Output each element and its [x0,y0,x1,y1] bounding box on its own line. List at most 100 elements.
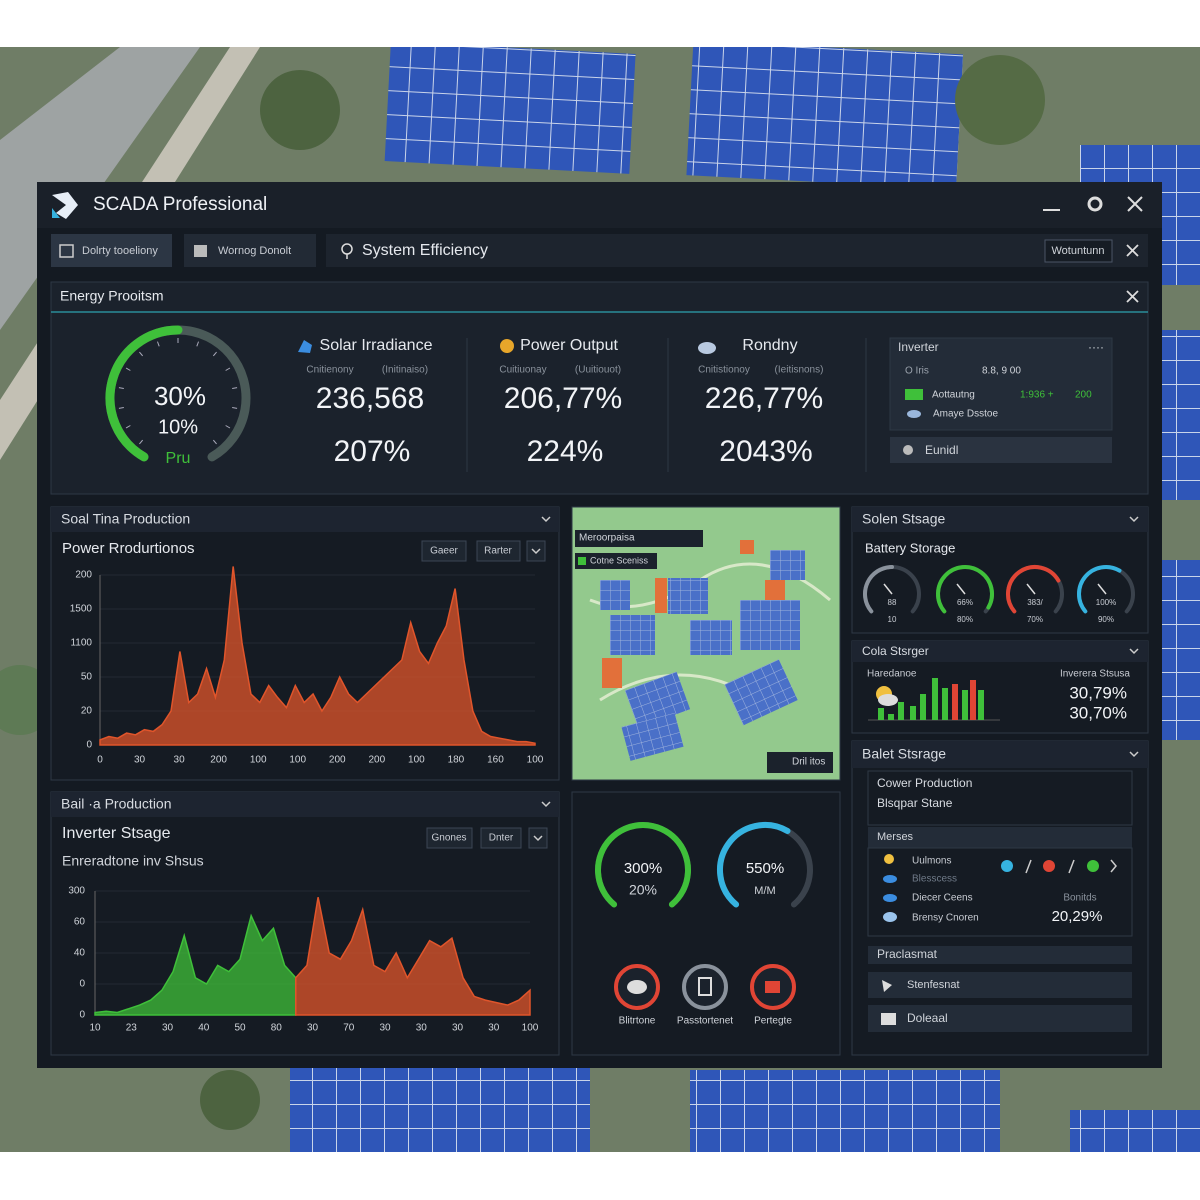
gauges-text: 70% [1027,615,1043,624]
box-text: Blsqpar Stane [877,796,953,810]
icons-text: Passtortenet [677,1016,733,1027]
gauges-text: 100% [1096,598,1116,607]
gauges-text: 383/ [1027,598,1043,607]
sub-text: Cuitiuonay [499,365,546,376]
gauge-fill [105,325,183,462]
menu-item[interactable] [868,972,1132,998]
title-text: Inverter [898,340,939,354]
y-labels-text: 200 [75,570,92,581]
gauge-needle [956,583,966,595]
x-labels-text: 200 [329,755,346,766]
gauges-text: 88 [888,598,897,607]
chart-button[interactable] [480,827,522,849]
name-text: Rondny [742,337,797,354]
x-labels-text: 10 [89,1023,101,1034]
y-labels-text: 40 [74,948,86,959]
gauge-fill [936,565,994,614]
right-text: Inverera Stsusa [1060,669,1130,680]
gauge-text: Pru [166,450,191,467]
buttons-text: Gaeer [430,546,458,557]
x-labels-text: 30 [307,1023,319,1034]
gauge-fill [1006,565,1061,614]
close-tab[interactable] [1126,244,1139,257]
sub-text: Cnitienony [306,365,353,376]
gauge-tick [118,387,124,389]
tab[interactable] [51,234,172,267]
x-labels-text: 200 [210,755,227,766]
settings-button[interactable] [1087,196,1103,212]
footer-text: Doleaal [907,1011,948,1025]
button-text: Dril itos [792,757,825,768]
title-text: Cola Stsrger [862,644,929,658]
gauge-tick [157,341,160,347]
rows-text: 200 [1075,390,1092,401]
gauge-tick [225,367,231,371]
footer-text: Praclasmat [877,947,938,961]
value-text: 206,77% [504,382,622,415]
gauge-tick [232,387,238,389]
gauge-tick [125,367,131,371]
gauge-text: 30% [154,381,206,411]
x-labels-text: 50 [234,1023,246,1034]
gauge-tick [125,425,131,429]
tab-button-text: Wotuntunn [1051,245,1104,257]
gauge-text: 10% [158,416,198,438]
gauge-needle [883,583,893,595]
gauge-fill [717,822,791,908]
gauge-tick [212,351,217,357]
x-labels-text: 100 [522,1023,539,1034]
tabs-text: System Efficiency [362,242,488,259]
icons-text: Pertegte [754,1016,792,1027]
y-labels-text: 1100 [70,638,92,649]
tab[interactable] [326,234,1148,267]
title-text: Enreradtone inv Shsus [62,853,204,869]
chart-button[interactable] [476,540,521,562]
x-labels-text: 23 [126,1023,138,1034]
gauge-tick [212,439,217,445]
side-text: Bonitds [1063,893,1096,904]
x-labels-text: 30 [416,1023,428,1034]
close-panel[interactable] [1126,290,1139,303]
chart-button[interactable] [426,827,473,849]
map-button[interactable] [767,752,833,773]
gauge-needle [1097,583,1107,595]
value-text: 236,568 [316,382,424,415]
gauges-text: 300% [624,860,662,877]
x-labels-text: 40 [198,1023,210,1034]
close-button[interactable] [1127,196,1143,212]
y-labels-text: 300 [68,886,85,897]
gauge-tick [225,425,231,429]
gauge-tick [196,341,199,347]
y-labels-text: 0 [79,979,85,990]
area [99,566,536,746]
rows-text: Diecer Ceens [912,893,973,904]
x-labels-text: 160 [487,755,504,766]
site-map [571,506,841,781]
y-labels-text: 60 [74,917,86,928]
inverter-button[interactable] [890,437,1112,463]
x-labels-text: 30 [174,755,186,766]
title-text: Bail ·a Production [61,796,172,812]
gauges-text: 80% [957,615,973,624]
y-labels-text: 0 [79,1010,85,1021]
chart-dropdown[interactable] [526,540,546,562]
buttons-text: Dnter [489,833,514,844]
rows-text: Blesscess [912,874,957,885]
tab-button[interactable] [1044,239,1113,263]
x-labels-text: 30 [488,1023,500,1034]
labels-text: Meroorpaisa [579,533,635,544]
rows-text: Amaye Dsstoe [933,409,998,420]
sub-text: (Initinaiso) [382,365,428,376]
gauges-text: 90% [1098,615,1114,624]
menu-item[interactable] [868,1005,1132,1032]
chart-dropdown[interactable] [528,827,548,849]
button-text: Eunidl [925,443,958,457]
x-labels-text: 180 [448,755,465,766]
x-labels-text: 0 [97,755,103,766]
rows-text: Brensy Cnoren [912,913,979,924]
gauge-tick [232,407,238,409]
title-text: Soal Tina Production [61,511,190,527]
chart-button[interactable] [421,540,467,562]
title-text: Energy Prooitsm [60,288,163,304]
